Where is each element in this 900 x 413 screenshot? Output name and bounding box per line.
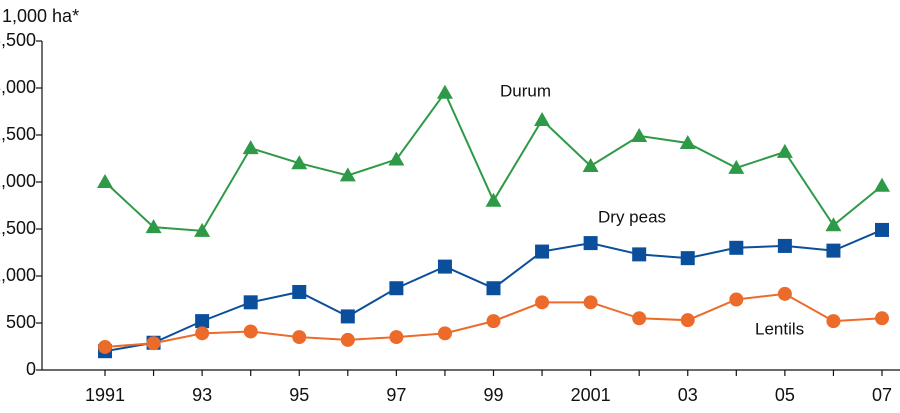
y-axis-label: 1,000 ha* [2, 6, 79, 26]
y-tick-label: 0 [26, 359, 36, 379]
point [729, 240, 744, 255]
point [535, 295, 550, 310]
point [243, 324, 258, 339]
point [437, 259, 452, 274]
point [679, 134, 696, 149]
point [242, 140, 259, 155]
y-tick-label: 3,500 [0, 30, 36, 50]
point [292, 284, 307, 299]
point [146, 336, 161, 351]
x-tick-label: 03 [678, 385, 698, 405]
point [826, 314, 841, 329]
point [437, 326, 452, 341]
y-tick-label: 3,000 [0, 77, 36, 97]
point [583, 295, 598, 310]
x-tick-label: 1991 [85, 385, 125, 405]
point [291, 155, 308, 170]
point [195, 326, 210, 341]
series-label: Dry peas [598, 207, 666, 226]
x-tick-label: 2001 [571, 385, 611, 405]
point [340, 332, 355, 347]
point [777, 286, 792, 301]
point [680, 251, 695, 266]
x-tick-label: 07 [872, 385, 892, 405]
point [145, 219, 162, 234]
point [632, 311, 647, 326]
x-tick-label: 95 [289, 385, 309, 405]
y-tick-label: 500 [6, 312, 36, 332]
point [680, 313, 695, 328]
point [728, 159, 745, 174]
x-tick-label: 99 [483, 385, 503, 405]
point [582, 158, 599, 173]
point [97, 174, 113, 188]
y-tick-label: 2,500 [0, 124, 36, 144]
point [777, 238, 792, 253]
series-line [104, 90, 883, 232]
point [826, 243, 841, 258]
point [583, 236, 598, 251]
point [486, 281, 501, 296]
point [389, 281, 404, 296]
x-tick-label: 05 [775, 385, 795, 405]
series-label: Durum [500, 81, 551, 100]
point [485, 192, 502, 207]
series-label: Lentils [755, 319, 804, 338]
point [874, 177, 890, 192]
x-tick-label: 93 [192, 385, 212, 405]
point [875, 222, 889, 237]
point [194, 222, 211, 237]
point [631, 127, 648, 142]
point [776, 143, 793, 158]
point [389, 330, 404, 345]
point [632, 247, 647, 262]
point [195, 314, 210, 329]
point [388, 151, 405, 166]
point [535, 244, 550, 259]
point [486, 314, 501, 329]
point [292, 330, 307, 345]
point [339, 167, 356, 182]
point [729, 292, 744, 307]
y-tick-label: 1,500 [0, 218, 36, 238]
point [340, 309, 355, 324]
point [436, 84, 453, 99]
point [243, 295, 258, 310]
point [875, 311, 889, 326]
point [534, 111, 551, 126]
x-tick-label: 97 [386, 385, 406, 405]
y-tick-label: 1,000 [0, 265, 36, 285]
y-tick-label: 2,000 [0, 171, 36, 191]
point [825, 217, 842, 232]
point [98, 339, 112, 354]
